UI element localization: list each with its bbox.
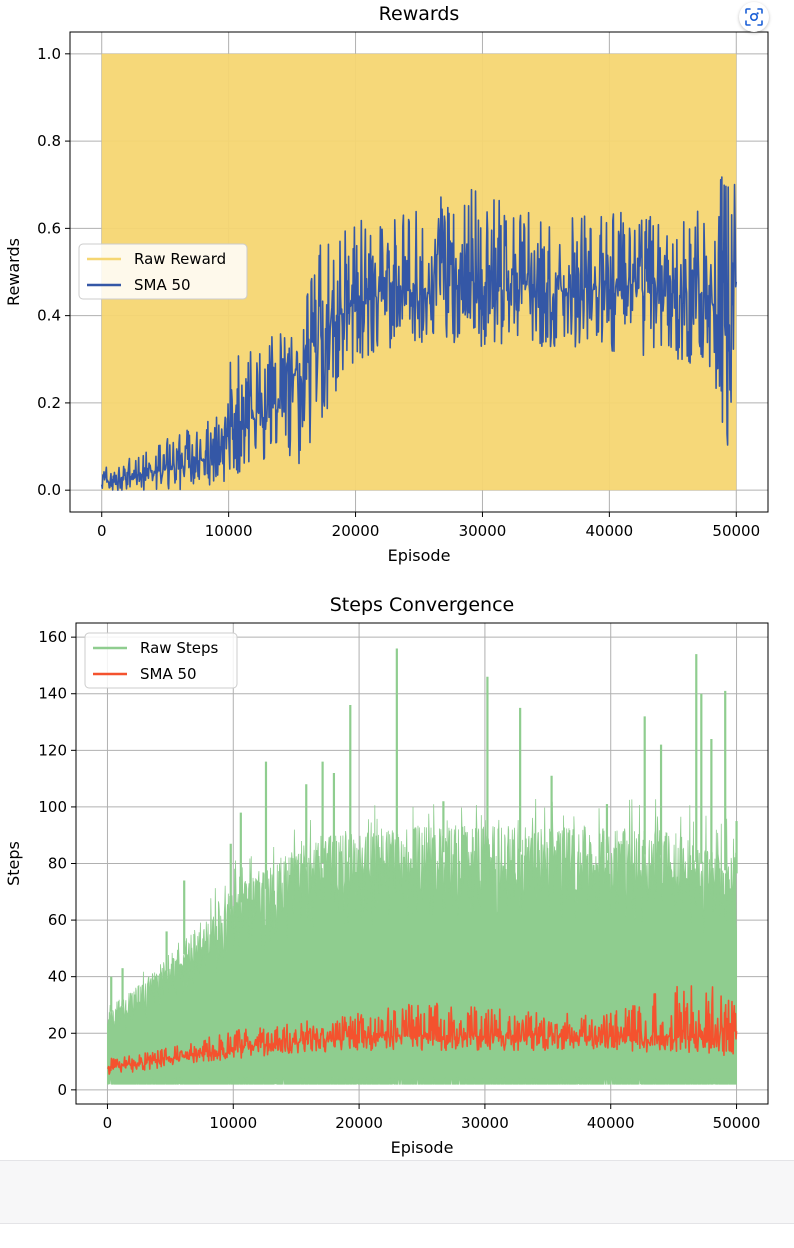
x-tick-label: 0 [103,1114,113,1132]
x-tick-label: 10000 [205,522,253,540]
steps-legend: Raw Steps SMA 50 [84,632,238,689]
y-tick-label: 80 [48,855,67,873]
x-tick-label: 40000 [587,1114,635,1132]
rewards-legend: Raw Reward SMA 50 [78,243,248,300]
x-tick-label: 50000 [713,1114,761,1132]
x-tick-label: 30000 [459,522,507,540]
series-raw-steps-band [107,798,737,1085]
steps-ticks: 0 10000 20000 30000 40000 50000 0 20 40 60 80 100 12… [38,628,760,1132]
y-tick-label: 60 [48,911,67,929]
x-tick-label: 0 [97,522,107,540]
y-tick-label: 1.0 [37,45,61,63]
rewards-ticks: 0 10000 20000 30000 40000 50000 0.0 0.2 0.4 0.6 0.… [37,45,760,540]
series-sma-50-line [100,176,738,491]
x-tick-label: 50000 [712,522,760,540]
visual-search-button[interactable] [739,2,769,32]
steps-series [107,648,738,1085]
y-tick-label: 120 [38,741,67,759]
y-tick-label: 40 [48,968,67,986]
y-tick-label: 0.8 [37,132,61,150]
y-tick-label: 0.4 [37,307,61,325]
legend-label-raw-steps: Raw Steps [140,639,218,657]
y-tick-label: 100 [38,798,67,816]
steps-title: Steps Convergence [330,594,514,616]
lens-icon [745,8,763,26]
steps-y-axis-label: Steps [4,841,23,886]
y-tick-label: 160 [38,628,67,646]
series-sma-50-line [107,985,738,1075]
x-tick-label: 10000 [209,1114,257,1132]
output-footer-bar [0,1160,794,1224]
legend-label-sma-50: SMA 50 [140,665,197,683]
legend-label-sma-50: SMA 50 [134,276,191,294]
rewards-y-axis-label: Rewards [4,238,23,306]
rewards-title: Rewards [379,3,460,25]
y-tick-label: 0.0 [37,481,61,499]
y-tick-label: 0.6 [37,219,61,237]
y-tick-label: 140 [38,685,67,703]
x-tick-label: 40000 [586,522,634,540]
y-tick-label: 0.2 [37,394,61,412]
x-tick-label: 20000 [335,1114,383,1132]
rewards-plot-border [69,31,769,513]
x-tick-label: 30000 [461,1114,509,1132]
y-tick-label: 0 [57,1081,67,1099]
rewards-x-axis-label: Episode [388,546,451,565]
steps-chart: 0 10000 20000 30000 40000 50000 0 20 40 60 80 100 12… [4,594,769,1157]
x-tick-label: 20000 [332,522,380,540]
rewards-chart: 0 10000 20000 30000 40000 50000 0.0 0.2 0.4 0.6 0.… [4,3,769,565]
legend-label-raw-reward: Raw Reward [134,250,226,268]
steps-x-axis-label: Episode [391,1138,454,1157]
y-tick-label: 20 [48,1024,67,1042]
